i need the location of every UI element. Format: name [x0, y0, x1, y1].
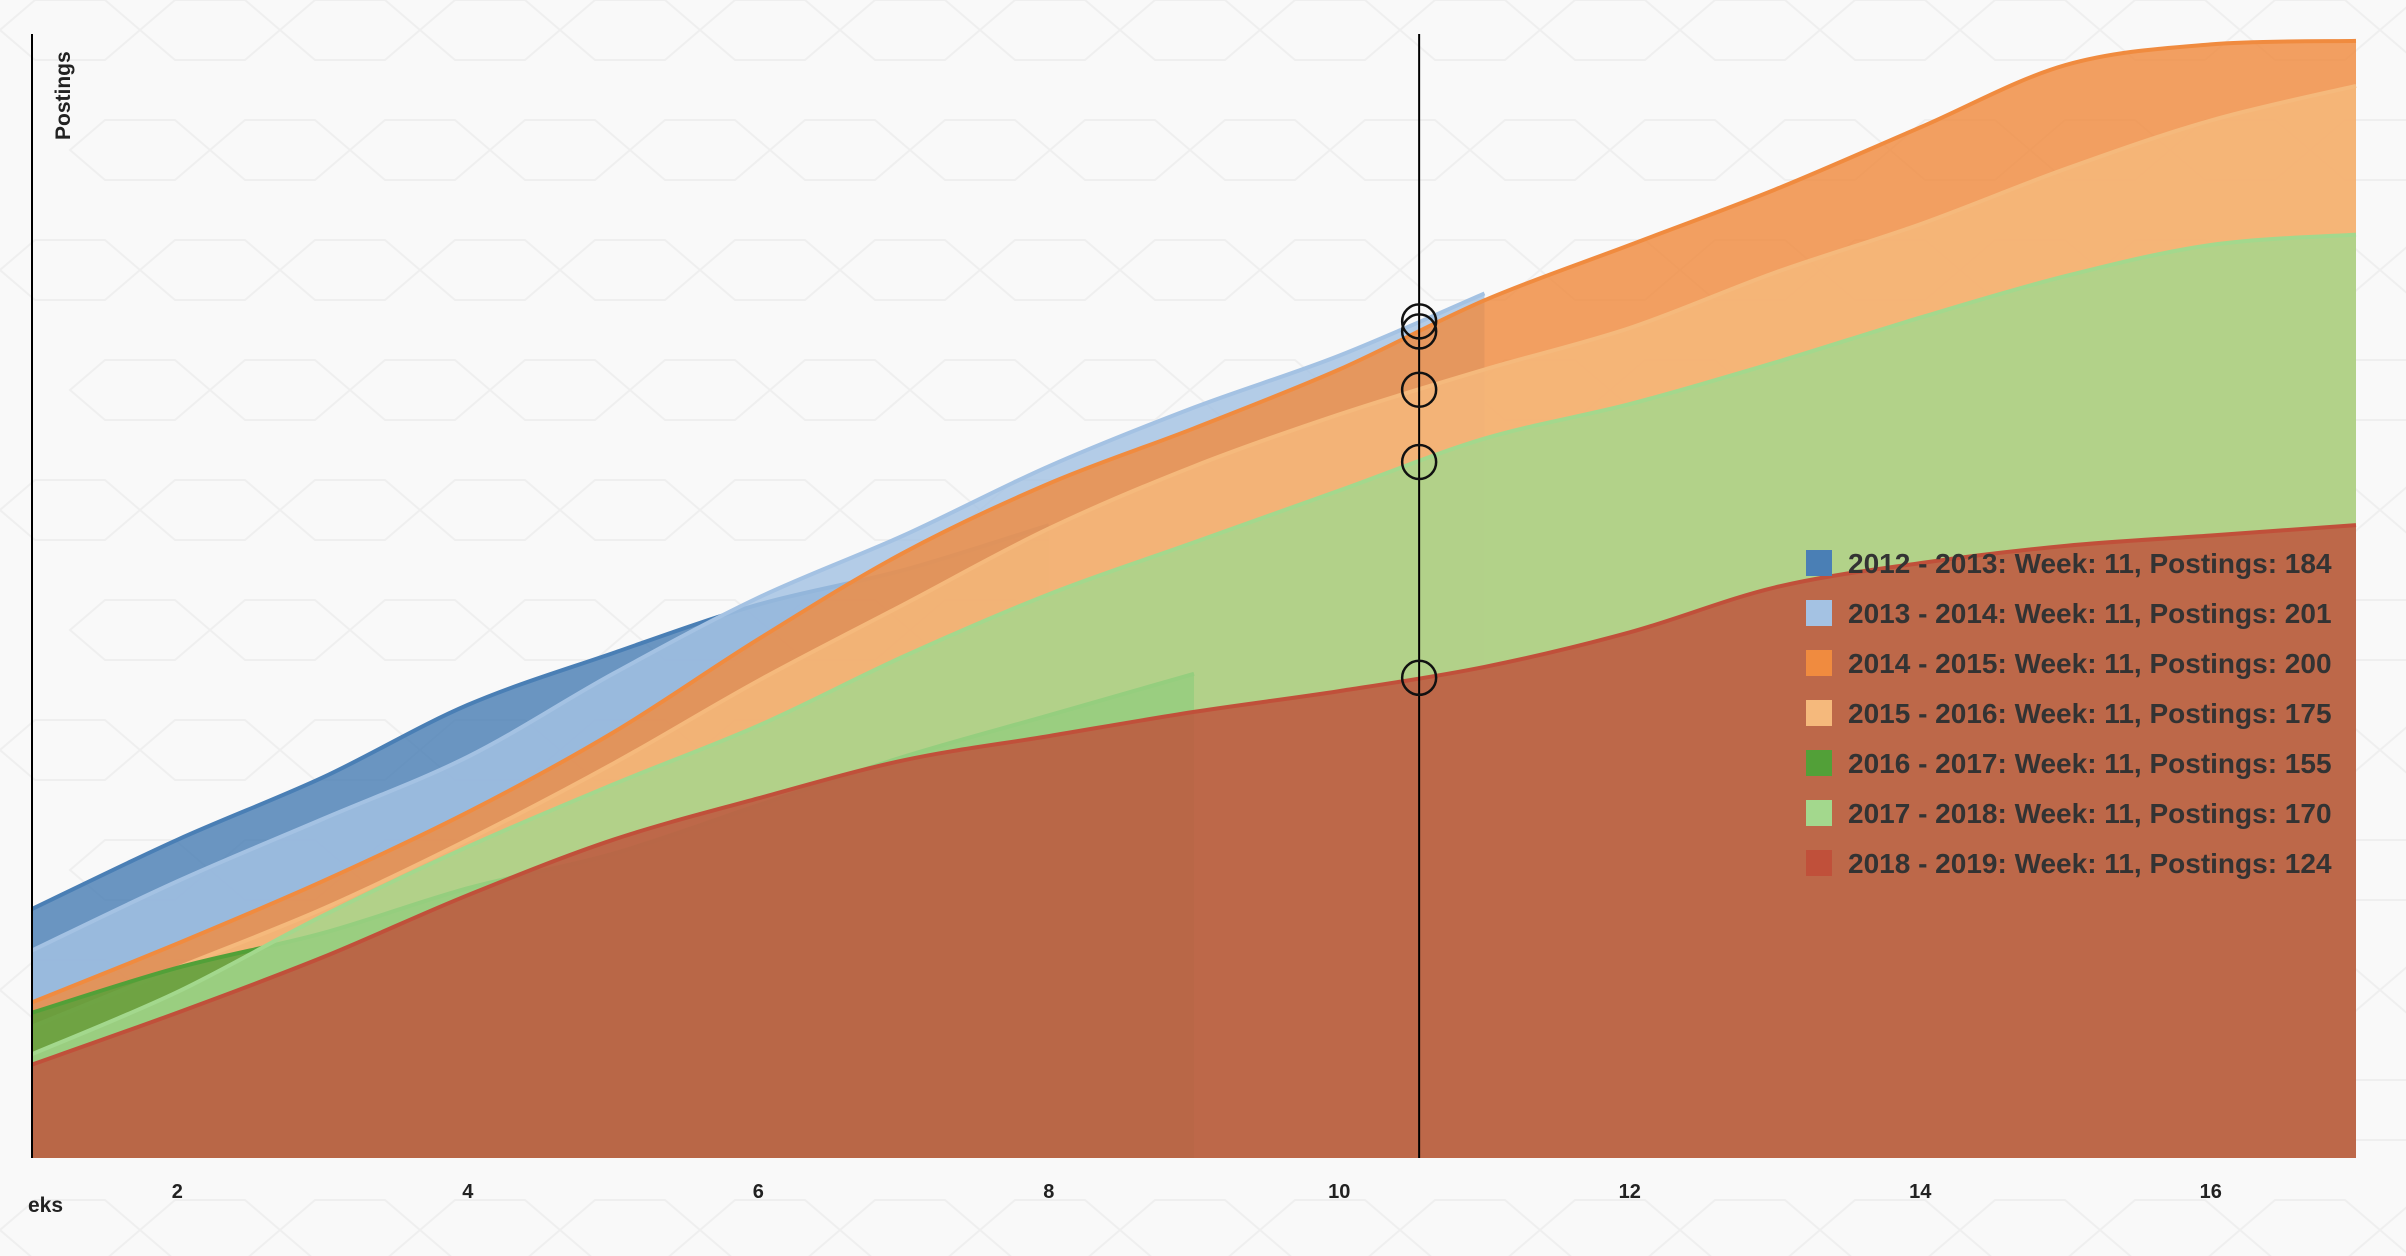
- y-axis-title: Postings: [52, 51, 75, 140]
- line-2013-2014: [31, 291, 1486, 953]
- legend-label: 2013 - 2014: Week: 11, Postings: 201: [1848, 598, 2332, 629]
- legend-item[interactable]: 2013 - 2014: Week: 11, Postings: 201: [1806, 598, 2332, 629]
- x-axis-ticks: 2 4 6 8 10 12 14 16: [172, 1181, 2222, 1203]
- line-2015-2016: [31, 83, 2357, 1029]
- line-2018-2019: [31, 523, 2357, 1067]
- hover-marker: [1400, 659, 1438, 697]
- hover-marker: [1400, 303, 1438, 340]
- hover-markers: [1400, 303, 1438, 697]
- legend-swatch: [1806, 750, 1832, 776]
- legend-swatch: [1806, 550, 1832, 576]
- legend-swatch: [1806, 850, 1832, 876]
- legend-swatch: [1806, 700, 1832, 726]
- legend-label: 2017 - 2018: Week: 11, Postings: 170: [1848, 798, 2332, 829]
- legend-label: 2016 - 2017: Week: 11, Postings: 155: [1848, 748, 2332, 779]
- legend-item[interactable]: 2014 - 2015: Week: 11, Postings: 200: [1806, 648, 2332, 679]
- x-tick-label: 10: [1328, 1181, 1350, 1203]
- line-2014-2015: [31, 38, 2357, 1005]
- area-2018-2019[interactable]: [32, 525, 2356, 1158]
- x-tick-label: 16: [2200, 1181, 2222, 1203]
- legend-label: 2014 - 2015: Week: 11, Postings: 200: [1848, 648, 2332, 679]
- legend-label: 2012 - 2013: Week: 11, Postings: 184: [1848, 548, 2332, 579]
- x-tick-label: 12: [1619, 1181, 1641, 1203]
- legend-item[interactable]: 2018 - 2019: Week: 11, Postings: 124: [1806, 848, 2332, 879]
- legend: 2012 - 2013: Week: 11, Postings: 184 2013…: [1806, 548, 2332, 879]
- legend-item[interactable]: 2017 - 2018: Week: 11, Postings: 170: [1806, 798, 2332, 829]
- x-axis-title: eks: [28, 1194, 63, 1217]
- legend-item[interactable]: 2012 - 2013: Week: 11, Postings: 184: [1806, 548, 2332, 579]
- legend-item[interactable]: 2015 - 2016: Week: 11, Postings: 175: [1806, 698, 2332, 729]
- x-tick-label: 4: [462, 1181, 474, 1203]
- legend-swatch: [1806, 800, 1832, 826]
- hover-marker: [1400, 371, 1438, 408]
- x-tick-label: 8: [1043, 1181, 1054, 1203]
- legend-label: 2018 - 2019: Week: 11, Postings: 124: [1848, 848, 2332, 879]
- legend-swatch: [1806, 600, 1832, 626]
- x-tick-label: 6: [753, 1181, 764, 1203]
- hover-marker: [1400, 443, 1438, 481]
- x-tick-label: 2: [172, 1181, 183, 1203]
- legend-label: 2015 - 2016: Week: 11, Postings: 175: [1848, 698, 2332, 729]
- legend-swatch: [1806, 650, 1832, 676]
- line-2017-2018: [31, 232, 2357, 1057]
- x-tick-label: 14: [1909, 1181, 1932, 1203]
- hover-marker: [1400, 313, 1438, 350]
- legend-item[interactable]: 2016 - 2017: Week: 11, Postings: 155: [1806, 748, 2332, 779]
